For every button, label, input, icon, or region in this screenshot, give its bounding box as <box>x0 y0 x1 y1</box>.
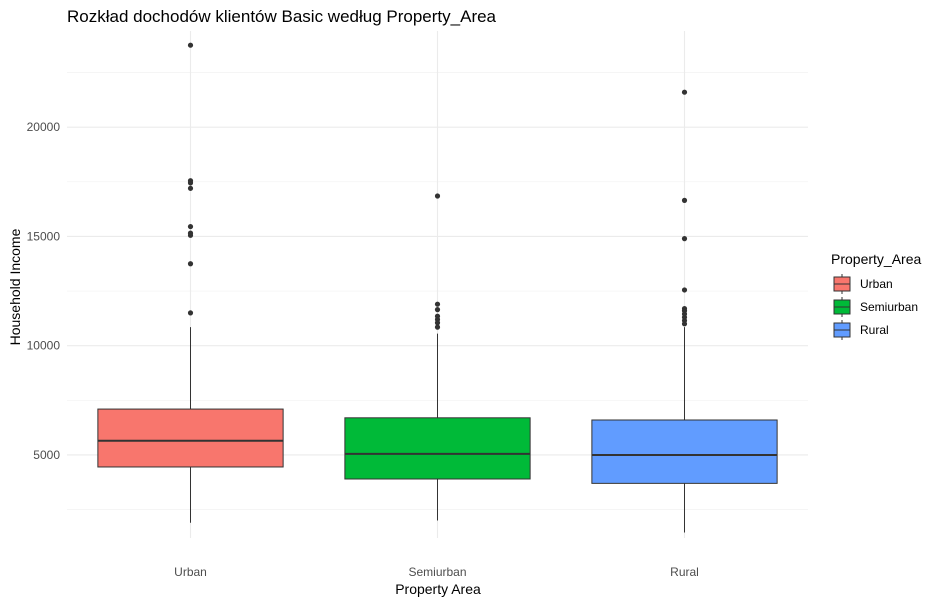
legend: Property_Area Urban Semiurban Rural <box>831 251 921 340</box>
x-tick-label: Rural <box>670 565 699 579</box>
outlier-point <box>681 305 688 312</box>
box-semiurban <box>344 193 531 521</box>
boxes <box>97 42 778 533</box>
outlier-point <box>434 301 441 307</box>
outlier-point <box>187 42 194 48</box>
outlier-point <box>434 193 441 199</box>
box-rural <box>591 89 778 533</box>
x-tick-label: Semiurban <box>408 565 466 579</box>
outlier-point <box>187 261 194 267</box>
outlier-point <box>187 223 194 230</box>
legend-label: Urban <box>860 277 893 291</box>
outlier-point <box>187 310 194 316</box>
y-axis-title: Household Income <box>7 228 23 345</box>
box-urban <box>97 42 284 523</box>
iqr-box <box>97 408 284 468</box>
iqr-box <box>344 417 531 480</box>
outlier-point <box>434 307 441 313</box>
chart-title: Rozkład dochodów klientów Basic według P… <box>67 7 497 26</box>
legend-item-semiurban: Semiurban <box>833 297 918 317</box>
x-axis-ticks: Urban Semiurban Rural <box>174 565 699 579</box>
legend-title: Property_Area <box>831 251 921 267</box>
outlier-point <box>434 313 441 319</box>
outlier-point <box>187 178 194 184</box>
outlier-point <box>681 236 688 242</box>
y-tick-label: 20000 <box>27 120 61 134</box>
legend-item-urban: Urban <box>833 274 893 294</box>
outlier-point <box>681 89 688 95</box>
y-tick-label: 5000 <box>33 448 60 462</box>
iqr-box <box>591 419 778 484</box>
outlier-point <box>681 287 688 293</box>
y-tick-label: 10000 <box>27 339 61 353</box>
outlier-point <box>187 185 194 191</box>
x-tick-label: Urban <box>174 565 207 579</box>
y-axis-ticks: 5000 10000 15000 20000 <box>27 120 61 462</box>
outlier-point <box>681 197 688 203</box>
x-axis-title: Property Area <box>395 581 481 597</box>
y-tick-label: 15000 <box>27 229 61 243</box>
outlier-point <box>434 324 441 330</box>
legend-item-rural: Rural <box>833 320 889 340</box>
legend-label: Semiurban <box>860 300 918 314</box>
legend-label: Rural <box>860 323 889 337</box>
outlier-point <box>187 230 194 236</box>
